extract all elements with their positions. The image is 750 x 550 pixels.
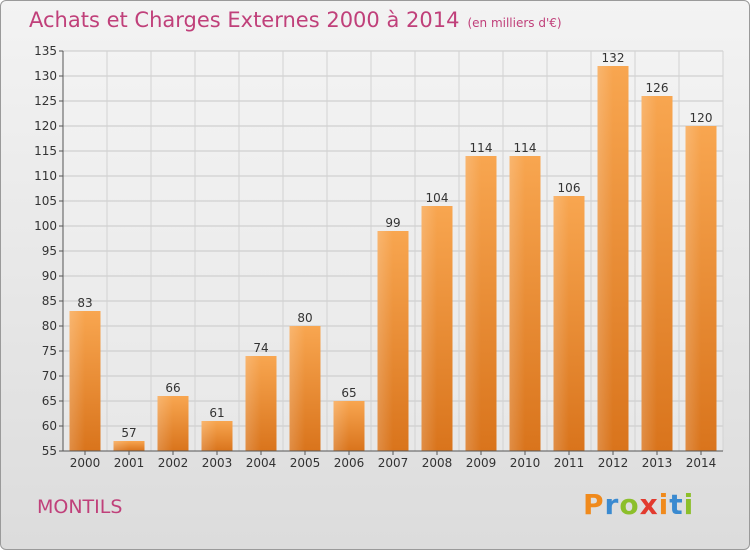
logo-letter: r bbox=[604, 488, 620, 521]
x-tick-label: 2010 bbox=[510, 456, 541, 470]
y-tick-label: 120 bbox=[34, 119, 57, 133]
data-label: 61 bbox=[209, 406, 224, 420]
x-tick-label: 2014 bbox=[686, 456, 717, 470]
axes: 55 60 65 70 75 80 85 90 95 100 105 110 115 120 125 130 1… bbox=[34, 44, 723, 470]
proxiti-logo: Proxiti bbox=[583, 488, 694, 521]
y-tick-label: 65 bbox=[42, 394, 57, 408]
data-label: 126 bbox=[646, 81, 669, 95]
data-label: 104 bbox=[426, 191, 449, 205]
chart-title: Achats et Charges Externes 2000 à 2014 (e… bbox=[29, 8, 562, 32]
x-tick-label: 2008 bbox=[422, 456, 453, 470]
y-tick-label: 115 bbox=[34, 144, 57, 158]
x-tick-label: 2002 bbox=[158, 456, 189, 470]
x-tick-label: 2001 bbox=[114, 456, 145, 470]
data-label: 66 bbox=[165, 381, 180, 395]
data-label: 83 bbox=[77, 296, 92, 310]
logo-letter: i bbox=[683, 488, 695, 521]
bar-highlight bbox=[641, 96, 657, 451]
x-tick-label: 2012 bbox=[598, 456, 629, 470]
x-tick-label: 2009 bbox=[466, 456, 497, 470]
x-tick-label: 2006 bbox=[334, 456, 365, 470]
data-label: 65 bbox=[341, 386, 356, 400]
bar-highlight bbox=[553, 196, 569, 451]
x-tick-label: 2005 bbox=[290, 456, 321, 470]
data-label: 114 bbox=[514, 141, 537, 155]
bar-highlight bbox=[509, 156, 525, 451]
y-tick-label: 90 bbox=[42, 269, 57, 283]
x-tick-label: 2011 bbox=[554, 456, 585, 470]
bar-highlight bbox=[685, 126, 701, 451]
bar-highlight bbox=[157, 396, 173, 451]
x-tick-label: 2000 bbox=[70, 456, 101, 470]
bar-highlight bbox=[113, 441, 129, 451]
title-text: Achats et Charges Externes 2000 à 2014 bbox=[29, 8, 460, 32]
bars: 83 57 66 61 74 80 65 99 104 114 114 106 132 126 120 bbox=[69, 51, 717, 451]
x-tick-label: 2013 bbox=[642, 456, 673, 470]
x-tick-label: 2007 bbox=[378, 456, 409, 470]
logo-letter: P bbox=[583, 488, 605, 521]
bar-highlight bbox=[69, 311, 85, 451]
town-name: MONTILS bbox=[37, 496, 123, 518]
y-tick-label: 130 bbox=[34, 69, 57, 83]
data-label: 57 bbox=[121, 426, 136, 440]
y-tick-label: 95 bbox=[42, 244, 57, 258]
data-label: 74 bbox=[253, 341, 268, 355]
x-tick-label: 2003 bbox=[202, 456, 233, 470]
logo-letter: x bbox=[639, 488, 659, 521]
bar-highlight bbox=[333, 401, 349, 451]
unit-text: (en milliers d'€) bbox=[467, 16, 562, 30]
logo-letter: t bbox=[669, 488, 684, 521]
bar-highlight bbox=[465, 156, 481, 451]
data-label: 120 bbox=[690, 111, 713, 125]
data-label: 99 bbox=[385, 216, 400, 230]
y-tick-label: 100 bbox=[34, 219, 57, 233]
y-tick-label: 75 bbox=[42, 344, 57, 358]
y-tick-label: 70 bbox=[42, 369, 57, 383]
y-tick-label: 135 bbox=[34, 44, 57, 58]
logo-letter: o bbox=[619, 488, 640, 521]
bar-highlight bbox=[377, 231, 393, 451]
data-label: 106 bbox=[558, 181, 581, 195]
data-label: 80 bbox=[297, 311, 312, 325]
y-tick-label: 85 bbox=[42, 294, 57, 308]
bar-highlight bbox=[289, 326, 305, 451]
logo-letter: i bbox=[658, 488, 670, 521]
y-tick-label: 110 bbox=[34, 169, 57, 183]
x-tick-label: 2004 bbox=[246, 456, 277, 470]
y-tick-label: 60 bbox=[42, 419, 57, 433]
y-tick-label: 105 bbox=[34, 194, 57, 208]
y-tick-label: 80 bbox=[42, 319, 57, 333]
bar-highlight bbox=[201, 421, 217, 451]
data-label: 132 bbox=[602, 51, 625, 65]
data-label: 114 bbox=[470, 141, 493, 155]
bar-highlight bbox=[421, 206, 437, 451]
y-tick-label: 125 bbox=[34, 94, 57, 108]
bar-highlight bbox=[597, 66, 613, 451]
bar-highlight bbox=[245, 356, 261, 451]
y-tick-label: 55 bbox=[42, 444, 57, 458]
